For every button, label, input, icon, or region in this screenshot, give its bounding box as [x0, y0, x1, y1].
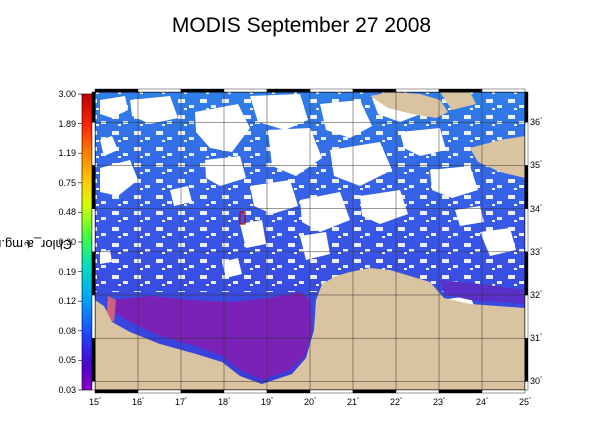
map-frame-ticks: [91, 88, 529, 394]
colorbar-tick-label: 0.03: [58, 385, 76, 395]
frame-segment: [524, 208, 529, 252]
frame-segment: [91, 251, 96, 296]
longitude-label: 22°: [389, 397, 403, 407]
frame-segment: [395, 389, 440, 394]
land-east: [470, 136, 525, 178]
longitude-label: 21°: [346, 397, 360, 407]
longitude-label: 17°: [174, 397, 188, 407]
latitude-label: 33°: [530, 246, 543, 257]
frame-segment: [223, 88, 268, 93]
frame-segment: [266, 88, 311, 93]
frame-segment: [91, 294, 96, 339]
frame-segment: [352, 88, 397, 93]
frame-segment: [91, 337, 96, 382]
frame-segment: [137, 88, 182, 93]
colorbar-tick-marks: [78, 93, 82, 391]
colorbar-tick-label: 1.19: [58, 148, 76, 159]
latitude-label: 32°: [530, 289, 543, 300]
frame-segment: [309, 88, 354, 93]
colorbar-tick-label: 0.05: [58, 355, 76, 366]
frame-segment: [352, 389, 397, 394]
frame-segment: [94, 88, 139, 93]
frame-segment: [91, 91, 96, 123]
land-island: [440, 92, 476, 110]
longitude-label: 15°: [88, 397, 102, 407]
longitude-label: 23°: [432, 397, 446, 407]
frame-segment: [438, 389, 483, 394]
longitude-label: 25°: [518, 397, 532, 407]
longitude-label: 16°: [131, 397, 145, 407]
frame-segment: [524, 91, 529, 123]
latitude-label: 34°: [530, 203, 543, 214]
map-gridlines: [95, 92, 525, 390]
colorbar-tick-label: 0.12: [58, 296, 76, 307]
frame-segment: [91, 208, 96, 252]
frame-segment: [91, 122, 96, 166]
coastal-shelf-water-east: [440, 280, 525, 304]
latitude-label: 30°: [530, 376, 543, 387]
latitude-label: 31°: [530, 333, 543, 344]
colorbar-gradient: [81, 93, 93, 391]
longitude-label: 19°: [260, 397, 274, 407]
longitude-label: 24°: [475, 397, 489, 407]
land-libya: [95, 268, 525, 390]
latitude-label: 36°: [530, 117, 543, 128]
coastal-shelf-water: [112, 292, 312, 380]
colorbar-tick-label: 3.00: [58, 89, 76, 99]
frame-segment: [524, 165, 529, 209]
frame-segment: [524, 251, 529, 296]
frame-segment: [524, 122, 529, 166]
frame-segment: [309, 389, 354, 394]
map-title: MODIS September 27 2008: [171, 14, 432, 37]
colorbar: [78, 93, 93, 391]
satellite-map: [91, 88, 529, 394]
longitude-label: 18°: [217, 397, 231, 407]
frame-segment: [91, 381, 96, 391]
frame-segment: [524, 337, 529, 382]
frame-segment: [94, 389, 139, 394]
latitude-label: 35°: [530, 160, 543, 171]
frame-segment: [524, 294, 529, 339]
frame-segment: [91, 165, 96, 209]
frame-segment: [481, 88, 526, 93]
frame-segment: [223, 389, 268, 394]
frame-segment: [524, 381, 529, 391]
frame-segment: [180, 389, 225, 394]
colorbar-tick-label: 0.08: [58, 325, 76, 336]
colorbar-tick-label: 0.75: [58, 177, 76, 188]
station-marker: [239, 211, 246, 225]
frame-segment: [180, 88, 225, 93]
frame-segment: [395, 88, 440, 93]
colorbar-tick-label: 0.19: [58, 266, 76, 277]
frame-segment: [438, 88, 483, 93]
land-crete: [370, 92, 448, 118]
colorbar-tick-label: 0.30: [58, 237, 76, 247]
frame-segment: [481, 389, 526, 394]
frame-segment: [137, 389, 182, 394]
colorbar-tick-label: 1.89: [58, 118, 76, 129]
colorbar-tick-label: 0.48: [58, 207, 76, 218]
frame-segment: [266, 389, 311, 394]
longitude-label: 20°: [303, 397, 317, 407]
